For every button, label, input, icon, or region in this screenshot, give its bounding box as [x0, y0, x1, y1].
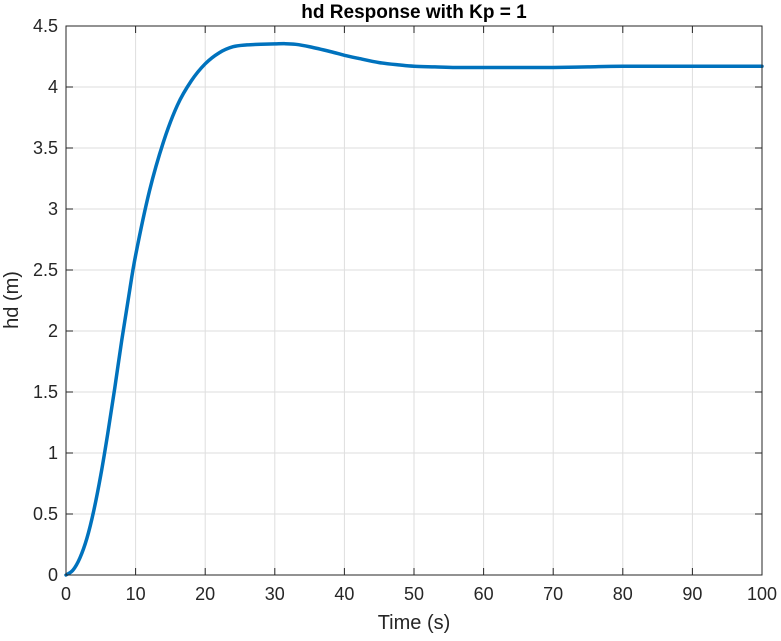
- x-tick-label: 0: [61, 584, 71, 604]
- x-tick-label: 40: [334, 584, 354, 604]
- x-tick-labels: 0 10 20 30 40 50 60 70 80 90 100: [61, 584, 777, 604]
- y-tick-label: 1.5: [33, 382, 58, 402]
- chart-title: hd Response with Kp = 1: [301, 2, 527, 23]
- y-tick-label: 3.5: [33, 138, 58, 158]
- y-tick-labels: 0 0.5 1 1.5 2 2.5 3 3.5 4 4.5: [33, 16, 58, 585]
- x-tick-label: 10: [126, 584, 146, 604]
- x-tick-label: 100: [747, 584, 777, 604]
- x-tick-label: 30: [265, 584, 285, 604]
- y-tick-label: 3: [48, 199, 58, 219]
- grid: [66, 26, 762, 575]
- y-tick-label: 2: [48, 321, 58, 341]
- y-tick-label: 1: [48, 443, 58, 463]
- y-axis-label: hd (m): [1, 271, 23, 329]
- x-tick-label: 70: [543, 584, 563, 604]
- y-tick-label: 0.5: [33, 504, 58, 524]
- x-axis-label: Time (s): [378, 612, 451, 634]
- x-tick-label: 60: [474, 584, 494, 604]
- tick-marks: [65, 25, 763, 576]
- x-tick-label: 80: [613, 584, 633, 604]
- x-tick-label: 90: [682, 584, 702, 604]
- y-tick-label: 4.5: [33, 16, 58, 36]
- series-layer: [64, 41, 764, 577]
- series-line: [64, 41, 764, 577]
- x-tick-label: 20: [195, 584, 215, 604]
- y-tick-label: 2.5: [33, 260, 58, 280]
- x-tick-label: 50: [404, 584, 424, 604]
- y-tick-label: 0: [48, 565, 58, 585]
- y-tick-label: 4: [48, 77, 58, 97]
